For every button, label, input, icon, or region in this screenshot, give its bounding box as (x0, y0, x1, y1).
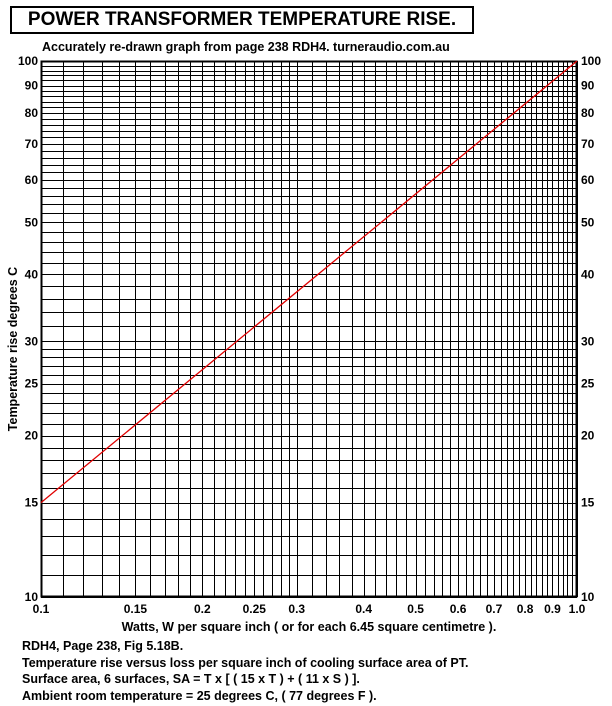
y-tick-label-right: 20 (581, 429, 595, 443)
y-tick-label-right: 60 (581, 173, 595, 187)
x-tick-label: 0.8 (517, 602, 534, 616)
note-line: Ambient room temperature = 25 degrees C,… (22, 688, 377, 703)
y-tick-label-right: 100 (581, 54, 601, 68)
series-line (40, 60, 578, 504)
chart-subtitle: Accurately re-drawn graph from page 238 … (42, 40, 450, 54)
x-tick-label: 0.15 (124, 602, 148, 616)
y-tick-label-left: 30 (25, 334, 39, 348)
y-tick-label-right: 80 (581, 106, 595, 120)
y-tick-label-left: 50 (25, 215, 39, 229)
y-tick-label-left: 25 (25, 377, 39, 391)
x-tick-label: 0.5 (407, 602, 424, 616)
y-tick-label-right: 50 (581, 215, 595, 229)
y-tick-label-left: 80 (25, 106, 39, 120)
note-line: Temperature rise versus loss per square … (22, 655, 469, 670)
note-line: RDH4, Page 238, Fig 5.18B. (22, 639, 184, 653)
x-axis-label: Watts, W per square inch ( or for each 6… (122, 620, 497, 634)
x-tick-label: 1.0 (569, 602, 586, 616)
plot-frame (40, 60, 578, 598)
y-tick-label-right: 70 (581, 137, 595, 151)
chart-notes: RDH4, Page 238, Fig 5.18B. Temperature r… (22, 638, 468, 704)
y-tick-label-right: 10 (581, 590, 595, 604)
y-tick-label-left: 70 (25, 137, 39, 151)
y-tick-label-right: 90 (581, 79, 595, 93)
y-tick-label-left: 90 (25, 79, 39, 93)
y-tick-label-right: 30 (581, 334, 595, 348)
y-axis-label: Temperature rise degrees C (6, 267, 20, 431)
y-tick-label-left: 60 (25, 173, 39, 187)
x-tick-label: 0.1 (33, 602, 50, 616)
x-tick-label: 0.4 (355, 602, 372, 616)
y-tick-label-right: 40 (581, 267, 595, 281)
x-tick-label: 0.9 (544, 602, 561, 616)
y-tick-label-left: 20 (25, 429, 39, 443)
note-line: Surface area, 6 surfaces, SA = T x [ ( 1… (22, 672, 360, 686)
x-tick-label: 0.6 (450, 602, 467, 616)
x-tick-label: 0.7 (486, 602, 503, 616)
y-tick-label-left: 100 (18, 54, 38, 68)
y-tick-label-right: 25 (581, 377, 595, 391)
y-tick-label-left: 40 (25, 267, 39, 281)
chart-title: POWER TRANSFORMER TEMPERATURE RISE. (10, 6, 474, 34)
y-tick-label-right: 15 (581, 496, 595, 510)
x-tick-label: 0.2 (194, 602, 211, 616)
x-tick-label: 0.25 (243, 602, 267, 616)
y-tick-label-left: 15 (25, 496, 39, 510)
y-tick-label-left: 10 (25, 590, 39, 604)
x-tick-label: 0.3 (288, 602, 305, 616)
